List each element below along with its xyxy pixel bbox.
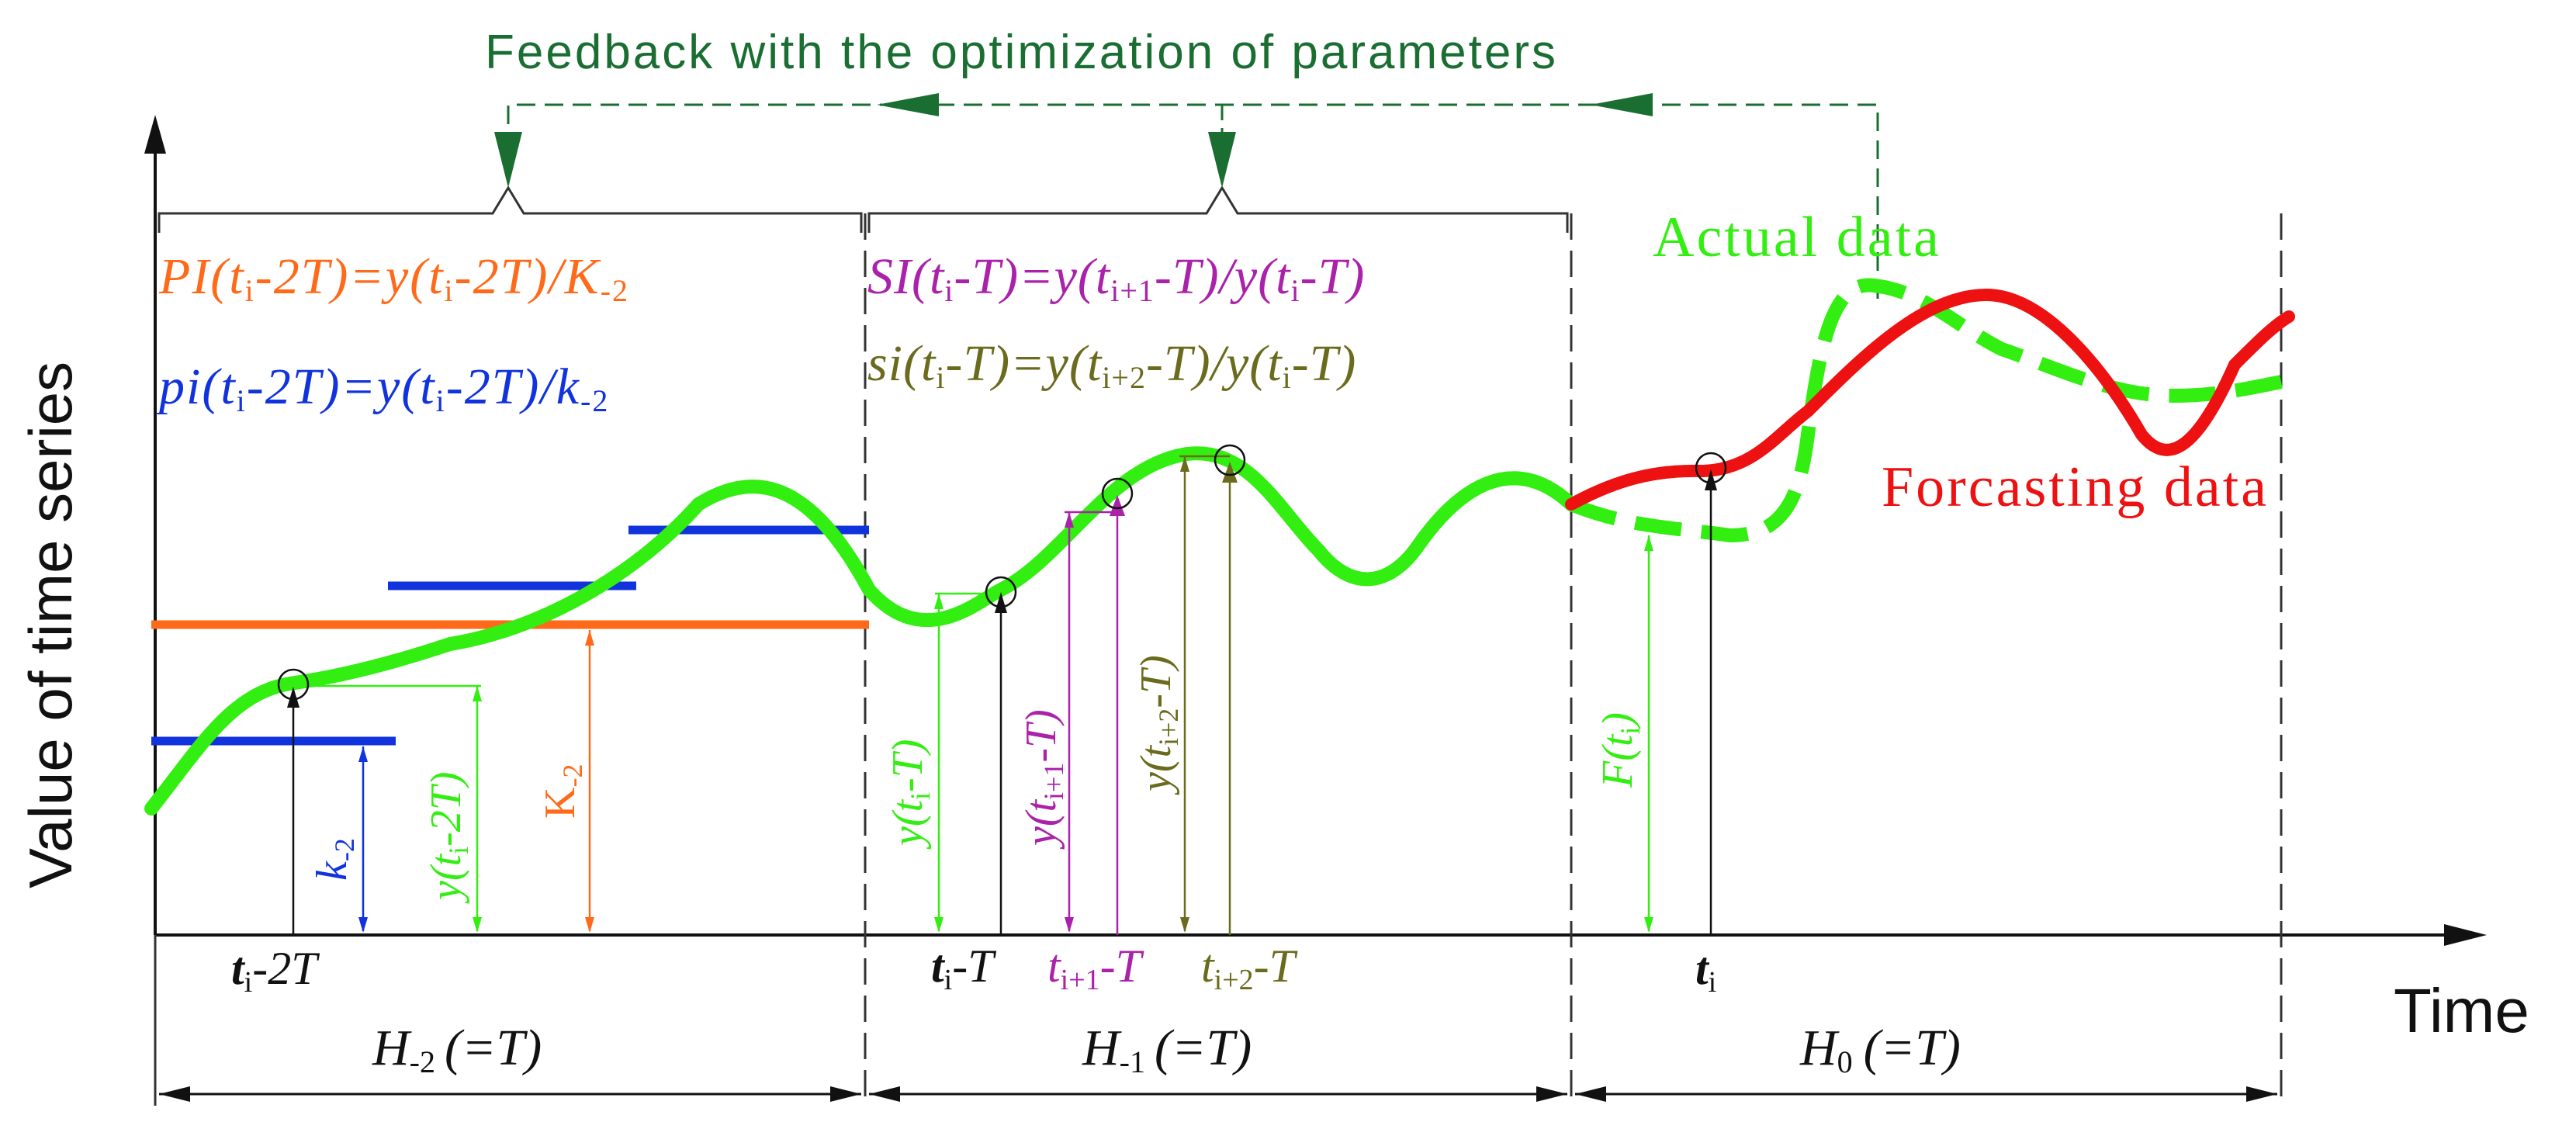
label-k: k-2 bbox=[308, 838, 360, 881]
feedback-arrow-down-2 bbox=[1208, 132, 1236, 188]
point-markers bbox=[277, 444, 1727, 701]
span-h0-right bbox=[2246, 1086, 2277, 1102]
label-yT: y(ti-T) bbox=[884, 739, 936, 850]
horizon-h2: H-2 (=T) bbox=[372, 1020, 542, 1079]
marker-tiT bbox=[985, 576, 1017, 608]
y2T-arrow-top bbox=[473, 686, 482, 701]
time-label-ti1T: ti+1-T bbox=[1047, 940, 1144, 996]
yi1-arrow-top bbox=[1065, 512, 1074, 528]
K-arrow-top bbox=[585, 630, 594, 646]
actual-data-label: Actual data bbox=[1653, 206, 1941, 269]
y-axis-label: Value of time series bbox=[16, 362, 85, 888]
forecast-curve bbox=[1565, 288, 2295, 511]
horizon-labels: H-2 (=T) H-1 (=T) H0 (=T) bbox=[372, 1020, 1961, 1079]
formula-PI: PI(ti-2T)=y(ti-2T)/K-2 bbox=[158, 248, 629, 308]
feedback-arrow-down-1 bbox=[494, 132, 522, 188]
axes: Value of time series Time bbox=[16, 115, 2529, 1045]
yT-arrow-top bbox=[934, 594, 943, 609]
yi1-arrow-bottom bbox=[1065, 917, 1074, 933]
time-labels: ti-2T ti-T ti+1-T ti+2-T ti bbox=[231, 940, 1716, 999]
x-axis-label: Time bbox=[2394, 976, 2529, 1045]
label-yi1: y(ti+1-T) bbox=[1017, 709, 1069, 850]
x-axis-arrowhead bbox=[2444, 924, 2487, 946]
feedback-path bbox=[507, 103, 1879, 299]
formula-pi: pi(ti-2T)=y(ti-2T)/k-2 bbox=[156, 358, 609, 418]
arrowhead-ti2Tb bbox=[1222, 462, 1238, 483]
yT-arrow-bottom bbox=[934, 917, 943, 933]
span-h2-right bbox=[830, 1086, 861, 1102]
y-axis-arrowhead bbox=[144, 115, 166, 154]
formula-si: si(ti-T)=y(ti+2-T)/y(ti-T) bbox=[867, 335, 1356, 395]
formulas: PI(ti-2T)=y(ti-2T)/K-2 pi(ti-2T)=y(ti-2T… bbox=[156, 248, 1365, 418]
feedback-arrow-left-2 bbox=[1591, 93, 1653, 116]
vertical-labels: k-2 y(ti-2T) K-2 y(ti-T) y(ti+1-T) y(ti+… bbox=[308, 655, 1646, 904]
span-h0-left bbox=[1575, 1086, 1606, 1102]
formula-SI: SI(ti-T)=y(ti+1-T)/y(ti-T) bbox=[867, 248, 1365, 308]
horizon-h0: H0 (=T) bbox=[1799, 1020, 1961, 1079]
marker-ti1T bbox=[1101, 477, 1134, 510]
time-label-ti: ti bbox=[1695, 943, 1716, 999]
bracket-h2 bbox=[158, 185, 863, 233]
arrowhead-tiT bbox=[995, 592, 1007, 613]
arrowhead-ti2T bbox=[287, 687, 299, 708]
brackets bbox=[158, 185, 1569, 233]
F-arrow-top bbox=[1644, 535, 1653, 551]
forecast-data-label: Forcasting data bbox=[1882, 455, 2269, 519]
label-y2T: y(ti-2T) bbox=[422, 771, 474, 904]
time-label-ti2Tb: ti+2-T bbox=[1201, 940, 1298, 996]
horizon-h1: H-1 (=T) bbox=[1082, 1020, 1252, 1079]
time-label-ti2T: ti-2T bbox=[231, 943, 320, 999]
label-yi2: y(ti+2-T) bbox=[1132, 655, 1184, 795]
F-arrow-bottom bbox=[1644, 917, 1653, 933]
span-h1-right bbox=[1536, 1086, 1567, 1102]
feedback-arrow-left-1 bbox=[877, 93, 939, 116]
K-arrow-bottom bbox=[585, 917, 594, 933]
yi2-arrow-top bbox=[1180, 456, 1189, 472]
arrowhead-ti1T bbox=[1110, 495, 1125, 516]
marker-ti2T bbox=[277, 668, 310, 701]
span-arrowheads bbox=[159, 1086, 2277, 1102]
bracket-h1 bbox=[867, 185, 1569, 233]
span-h2-left bbox=[159, 1086, 190, 1102]
marker-ti2Tb bbox=[1214, 444, 1246, 476]
k-arrow-top bbox=[358, 746, 368, 762]
marker-ti bbox=[1695, 452, 1727, 484]
label-F: F(ti) bbox=[1594, 712, 1646, 788]
measurement-lines bbox=[287, 455, 1717, 935]
yi2-arrow-bottom bbox=[1180, 917, 1189, 933]
feedback-loop: Feedback with the optimization of parame… bbox=[485, 26, 1879, 299]
arrowhead-ti bbox=[1705, 469, 1717, 490]
actual-data-curve bbox=[1568, 278, 2290, 543]
k-arrow-bottom bbox=[358, 917, 368, 933]
span-h1-left bbox=[869, 1086, 900, 1102]
feedback-title: Feedback with the optimization of parame… bbox=[485, 26, 1558, 79]
label-K: K-2 bbox=[536, 764, 588, 819]
time-label-tiT: ti-T bbox=[931, 940, 996, 996]
y2T-arrow-bottom bbox=[473, 917, 482, 933]
historic-series-curve bbox=[144, 446, 1578, 816]
